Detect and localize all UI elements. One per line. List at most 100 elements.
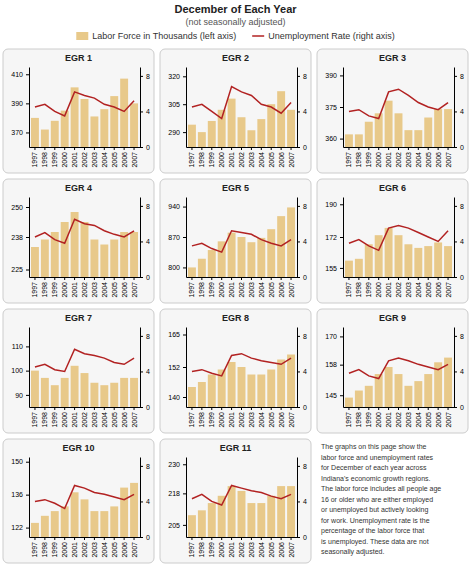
- bar: [385, 367, 393, 407]
- tick: 2003: [405, 147, 412, 168]
- tick-mark: [124, 407, 125, 410]
- tick: 320: [168, 73, 186, 80]
- tick-mark: [74, 407, 75, 410]
- tick: 2002: [395, 147, 402, 168]
- tick-mark: [54, 537, 55, 540]
- tick-mark: [124, 537, 125, 540]
- tick-label: 1997: [31, 542, 38, 558]
- marks: [188, 354, 295, 407]
- panel-title: EGR 6: [379, 183, 406, 193]
- bar: [130, 103, 138, 147]
- y-axis: 225238250: [11, 198, 29, 278]
- bar: [110, 383, 118, 407]
- tick: 2006: [278, 537, 285, 558]
- tick-mark: [340, 395, 343, 396]
- tick-mark: [44, 277, 45, 280]
- tick-label: 145: [325, 392, 337, 399]
- tick-mark: [74, 147, 75, 150]
- tick-mark: [34, 407, 35, 410]
- bar: [31, 371, 39, 407]
- line: [35, 485, 134, 508]
- tick-label: 2000: [375, 282, 382, 298]
- tick-label: 8: [303, 203, 307, 210]
- tick: 8: [140, 203, 150, 210]
- tick-label: 150: [11, 458, 23, 465]
- tick-mark: [211, 407, 212, 410]
- tick-label: 140: [168, 394, 180, 401]
- bar: [100, 385, 108, 407]
- tick-mark: [26, 346, 29, 347]
- y2-axis: 048: [140, 328, 150, 411]
- tick-mark: [191, 147, 192, 150]
- tick-label: 1999: [51, 542, 58, 558]
- tick: 1997: [188, 147, 195, 168]
- tick-mark: [34, 537, 35, 540]
- tick: 2003: [405, 407, 412, 428]
- y2-axis: 048: [297, 68, 307, 151]
- tick-label: 2007: [131, 152, 138, 168]
- subtitle: (not seasonally adjusted): [185, 17, 285, 27]
- tick-mark: [201, 277, 202, 280]
- tick-label: 2004: [258, 412, 265, 428]
- tick-mark: [398, 407, 399, 410]
- tick-label: 2004: [101, 542, 108, 558]
- bar: [218, 110, 226, 147]
- annotation-line: The graphs on this page show the: [321, 443, 427, 451]
- tick-label: 2005: [111, 152, 118, 168]
- bar: [100, 109, 108, 147]
- tick: 1998: [355, 407, 362, 428]
- y2-axis: 048: [297, 458, 307, 541]
- tick-label: 2006: [121, 152, 128, 168]
- bar: [120, 79, 128, 147]
- tick-label: 2003: [248, 412, 255, 428]
- tick-label: 2007: [288, 152, 295, 168]
- tick: 4: [297, 368, 307, 375]
- tick-mark: [140, 336, 143, 337]
- tick: 90: [15, 392, 29, 399]
- tick-label: 4: [303, 368, 307, 375]
- tick: 2007: [131, 277, 138, 298]
- marks: [188, 87, 295, 147]
- tick-mark: [64, 537, 65, 540]
- tick-mark: [183, 397, 186, 398]
- bar: [355, 134, 363, 147]
- bar: [90, 383, 98, 407]
- tick-label: 2001: [228, 412, 235, 428]
- tick-label: 172: [325, 234, 337, 241]
- bar: [257, 375, 265, 408]
- bar: [208, 250, 216, 277]
- tick-label: 0: [460, 404, 464, 411]
- tick-label: 1998: [198, 152, 205, 168]
- tick-label: 1999: [51, 412, 58, 428]
- tick-label: 305: [168, 101, 180, 108]
- tick-label: 2005: [268, 282, 275, 298]
- tick-mark: [44, 147, 45, 150]
- tick: 4: [140, 498, 150, 505]
- tick: 2007: [445, 147, 452, 168]
- tick: 940: [168, 203, 186, 210]
- tick-mark: [183, 267, 186, 268]
- tick-mark: [297, 206, 300, 207]
- tick: 2005: [111, 407, 118, 428]
- x-axis: 1997199819992000200120022003200420052006…: [187, 147, 298, 168]
- bar: [41, 516, 49, 537]
- y2-axis: 048: [140, 458, 150, 541]
- plot: 1997199819992000200120022003200420052006…: [11, 458, 150, 566]
- tick-label: 0: [146, 534, 150, 541]
- y-axis: 122 136 150: [11, 458, 29, 538]
- tick-label: 1997: [188, 412, 195, 428]
- tick-label: 8: [146, 333, 150, 340]
- tick-label: 2005: [111, 412, 118, 428]
- tick: 122: [11, 524, 29, 531]
- tick-mark: [134, 147, 135, 150]
- tick: 1997: [188, 277, 195, 298]
- line: [192, 485, 291, 505]
- tick: 4: [454, 108, 464, 115]
- tick-label: 2002: [81, 152, 88, 168]
- y-axis: 140152165: [168, 328, 186, 408]
- tick-label: 370: [11, 129, 23, 136]
- tick-mark: [448, 147, 449, 150]
- axis-line: [454, 198, 455, 278]
- tick: 136: [11, 491, 29, 498]
- bar: [51, 385, 59, 407]
